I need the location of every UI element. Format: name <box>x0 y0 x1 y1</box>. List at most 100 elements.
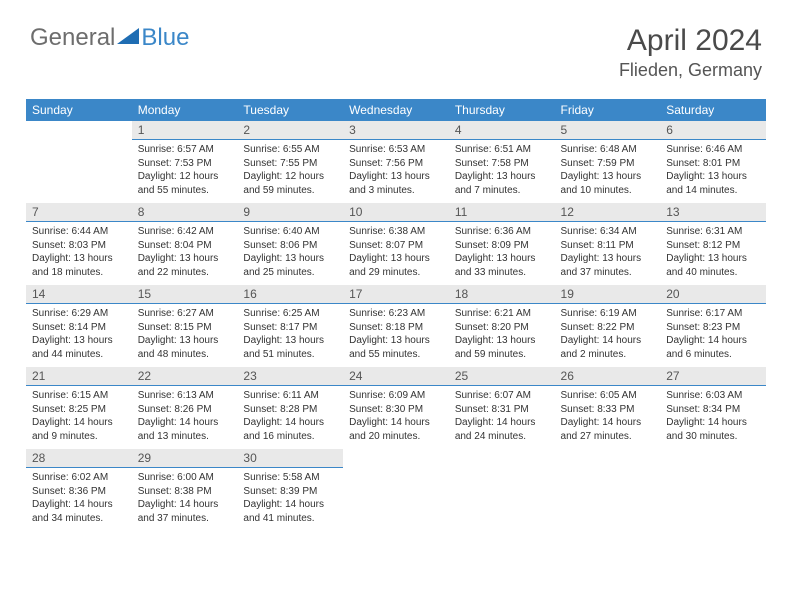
day-number-cell: 4 <box>449 121 555 140</box>
daylight-text: Daylight: 14 hours and 34 minutes. <box>32 498 126 525</box>
day-body-cell <box>449 468 555 532</box>
sunset-text: Sunset: 7:56 PM <box>349 157 443 171</box>
day-body-cell: Sunrise: 6:05 AMSunset: 8:33 PMDaylight:… <box>555 386 661 450</box>
sunrise-text: Sunrise: 6:36 AM <box>455 225 549 239</box>
day-body-cell: Sunrise: 6:36 AMSunset: 8:09 PMDaylight:… <box>449 222 555 286</box>
sunrise-text: Sunrise: 6:48 AM <box>561 143 655 157</box>
day-body-cell <box>26 140 132 204</box>
day-body-cell: Sunrise: 6:25 AMSunset: 8:17 PMDaylight:… <box>237 304 343 368</box>
sunrise-text: Sunrise: 6:27 AM <box>138 307 232 321</box>
daylight-text: Daylight: 13 hours and 25 minutes. <box>243 252 337 279</box>
day-body-cell: Sunrise: 6:00 AMSunset: 8:38 PMDaylight:… <box>132 468 238 532</box>
weekday-header: Friday <box>555 99 661 121</box>
daylight-text: Daylight: 12 hours and 55 minutes. <box>138 170 232 197</box>
location: Flieden, Germany <box>619 60 762 81</box>
day-number-cell: 7 <box>26 203 132 222</box>
daylight-text: Daylight: 13 hours and 29 minutes. <box>349 252 443 279</box>
sunset-text: Sunset: 7:55 PM <box>243 157 337 171</box>
day-body-cell: Sunrise: 6:15 AMSunset: 8:25 PMDaylight:… <box>26 386 132 450</box>
daylight-text: Daylight: 14 hours and 2 minutes. <box>561 334 655 361</box>
weekday-header: Sunday <box>26 99 132 121</box>
logo-triangle-icon <box>117 26 139 51</box>
daylight-text: Daylight: 13 hours and 48 minutes. <box>138 334 232 361</box>
sunset-text: Sunset: 8:20 PM <box>455 321 549 335</box>
day-number-cell: 5 <box>555 121 661 140</box>
sunset-text: Sunset: 8:31 PM <box>455 403 549 417</box>
day-body-cell: Sunrise: 6:23 AMSunset: 8:18 PMDaylight:… <box>343 304 449 368</box>
sunset-text: Sunset: 8:12 PM <box>666 239 760 253</box>
day-body-cell: Sunrise: 6:21 AMSunset: 8:20 PMDaylight:… <box>449 304 555 368</box>
day-number-cell: 17 <box>343 285 449 304</box>
daylight-text: Daylight: 13 hours and 59 minutes. <box>455 334 549 361</box>
sunset-text: Sunset: 8:11 PM <box>561 239 655 253</box>
day-number-cell: 27 <box>660 367 766 386</box>
day-body-cell: Sunrise: 6:44 AMSunset: 8:03 PMDaylight:… <box>26 222 132 286</box>
day-body-cell <box>660 468 766 532</box>
sunrise-text: Sunrise: 6:31 AM <box>666 225 760 239</box>
day-number-cell: 10 <box>343 203 449 222</box>
day-number-cell: 2 <box>237 121 343 140</box>
day-number-row: 282930 <box>26 449 766 468</box>
sunrise-text: Sunrise: 6:44 AM <box>32 225 126 239</box>
sunset-text: Sunset: 8:01 PM <box>666 157 760 171</box>
sunset-text: Sunset: 8:28 PM <box>243 403 337 417</box>
title-block: April 2024 Flieden, Germany <box>619 24 762 81</box>
sunset-text: Sunset: 7:53 PM <box>138 157 232 171</box>
day-body-cell: Sunrise: 6:57 AMSunset: 7:53 PMDaylight:… <box>132 140 238 204</box>
daylight-text: Daylight: 13 hours and 55 minutes. <box>349 334 443 361</box>
sunset-text: Sunset: 8:09 PM <box>455 239 549 253</box>
header: General Blue April 2024 Flieden, Germany <box>0 0 792 91</box>
day-number-cell: 11 <box>449 203 555 222</box>
daylight-text: Daylight: 13 hours and 22 minutes. <box>138 252 232 279</box>
sunset-text: Sunset: 8:30 PM <box>349 403 443 417</box>
weekday-header: Monday <box>132 99 238 121</box>
day-number-cell: 25 <box>449 367 555 386</box>
daylight-text: Daylight: 12 hours and 59 minutes. <box>243 170 337 197</box>
sunrise-text: Sunrise: 6:03 AM <box>666 389 760 403</box>
day-body-cell: Sunrise: 6:19 AMSunset: 8:22 PMDaylight:… <box>555 304 661 368</box>
sunset-text: Sunset: 8:18 PM <box>349 321 443 335</box>
day-number-cell: 23 <box>237 367 343 386</box>
daylight-text: Daylight: 14 hours and 41 minutes. <box>243 498 337 525</box>
sunrise-text: Sunrise: 6:23 AM <box>349 307 443 321</box>
day-number-cell: 24 <box>343 367 449 386</box>
logo-text-blue: Blue <box>141 24 189 52</box>
day-number-row: 14151617181920 <box>26 285 766 304</box>
sunrise-text: Sunrise: 6:17 AM <box>666 307 760 321</box>
daylight-text: Daylight: 14 hours and 30 minutes. <box>666 416 760 443</box>
sunrise-text: Sunrise: 6:13 AM <box>138 389 232 403</box>
day-number-cell <box>555 449 661 468</box>
day-body-cell: Sunrise: 6:17 AMSunset: 8:23 PMDaylight:… <box>660 304 766 368</box>
day-number-cell: 29 <box>132 449 238 468</box>
day-body-cell: Sunrise: 6:51 AMSunset: 7:58 PMDaylight:… <box>449 140 555 204</box>
day-body-cell: Sunrise: 6:02 AMSunset: 8:36 PMDaylight:… <box>26 468 132 532</box>
sunrise-text: Sunrise: 6:38 AM <box>349 225 443 239</box>
day-body-cell: Sunrise: 6:07 AMSunset: 8:31 PMDaylight:… <box>449 386 555 450</box>
sunrise-text: Sunrise: 6:46 AM <box>666 143 760 157</box>
daylight-text: Daylight: 13 hours and 40 minutes. <box>666 252 760 279</box>
daylight-text: Daylight: 14 hours and 37 minutes. <box>138 498 232 525</box>
day-number-cell: 28 <box>26 449 132 468</box>
day-body-cell: Sunrise: 6:13 AMSunset: 8:26 PMDaylight:… <box>132 386 238 450</box>
day-body-row: Sunrise: 6:57 AMSunset: 7:53 PMDaylight:… <box>26 140 766 204</box>
daylight-text: Daylight: 14 hours and 20 minutes. <box>349 416 443 443</box>
day-number-cell: 15 <box>132 285 238 304</box>
day-number-cell: 1 <box>132 121 238 140</box>
daylight-text: Daylight: 14 hours and 9 minutes. <box>32 416 126 443</box>
daylight-text: Daylight: 13 hours and 10 minutes. <box>561 170 655 197</box>
day-number-row: 78910111213 <box>26 203 766 222</box>
sunrise-text: Sunrise: 6:42 AM <box>138 225 232 239</box>
daylight-text: Daylight: 13 hours and 44 minutes. <box>32 334 126 361</box>
day-number-cell: 14 <box>26 285 132 304</box>
day-number-cell: 16 <box>237 285 343 304</box>
day-number-cell: 19 <box>555 285 661 304</box>
sunrise-text: Sunrise: 6:00 AM <box>138 471 232 485</box>
day-body-cell: Sunrise: 6:34 AMSunset: 8:11 PMDaylight:… <box>555 222 661 286</box>
day-number-cell: 21 <box>26 367 132 386</box>
day-body-cell: Sunrise: 6:11 AMSunset: 8:28 PMDaylight:… <box>237 386 343 450</box>
sunrise-text: Sunrise: 6:51 AM <box>455 143 549 157</box>
day-body-cell: Sunrise: 5:58 AMSunset: 8:39 PMDaylight:… <box>237 468 343 532</box>
day-body-cell: Sunrise: 6:53 AMSunset: 7:56 PMDaylight:… <box>343 140 449 204</box>
weekday-header: Saturday <box>660 99 766 121</box>
day-number-cell <box>343 449 449 468</box>
